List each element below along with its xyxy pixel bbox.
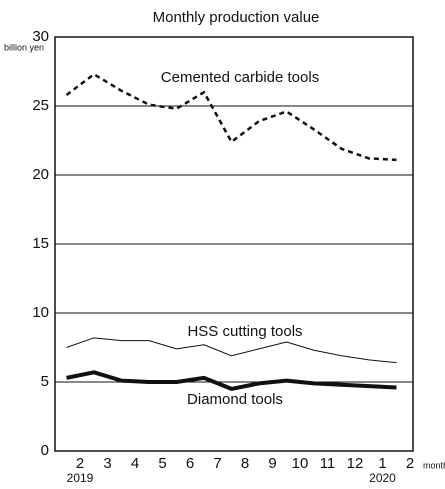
x-tick-label: 10 bbox=[292, 455, 309, 472]
series-label: HSS cutting tools bbox=[187, 323, 302, 340]
x-tick-label: 12 bbox=[347, 455, 364, 472]
year-label: 2020 bbox=[369, 471, 396, 485]
x-tick-label: 2 bbox=[406, 455, 414, 472]
chart-title: Monthly production value bbox=[153, 9, 320, 26]
series-label: Diamond tools bbox=[187, 391, 283, 408]
x-tick-label: 9 bbox=[268, 455, 276, 472]
x-tick-label: 5 bbox=[158, 455, 166, 472]
y-tick-label: 20 bbox=[32, 166, 49, 183]
x-tick-label: 7 bbox=[213, 455, 221, 472]
y-tick-label: 5 bbox=[41, 373, 49, 390]
x-tick-label: 3 bbox=[103, 455, 111, 472]
series-line bbox=[66, 370, 397, 391]
series-line bbox=[65, 73, 397, 162]
x-unit: month bbox=[423, 460, 445, 470]
x-tick-label: 6 bbox=[186, 455, 194, 472]
y-tick-label: 15 bbox=[32, 235, 49, 252]
y-tick-label: 25 bbox=[32, 97, 49, 114]
x-tick-label: 4 bbox=[131, 455, 139, 472]
series-label: Cemented carbide tools bbox=[161, 69, 319, 86]
x-tick-label: 11 bbox=[320, 455, 336, 472]
y-tick-label: 0 bbox=[41, 442, 49, 459]
series-line bbox=[66, 337, 397, 364]
x-tick-label: 1 bbox=[378, 455, 386, 472]
y-unit: billion yen bbox=[4, 42, 44, 52]
x-tick-label: 8 bbox=[241, 455, 249, 472]
year-label: 2019 bbox=[67, 471, 94, 485]
y-tick-label: 30 bbox=[32, 28, 49, 45]
x-tick-label: 2 bbox=[76, 455, 84, 472]
y-tick-label: 10 bbox=[32, 304, 49, 321]
